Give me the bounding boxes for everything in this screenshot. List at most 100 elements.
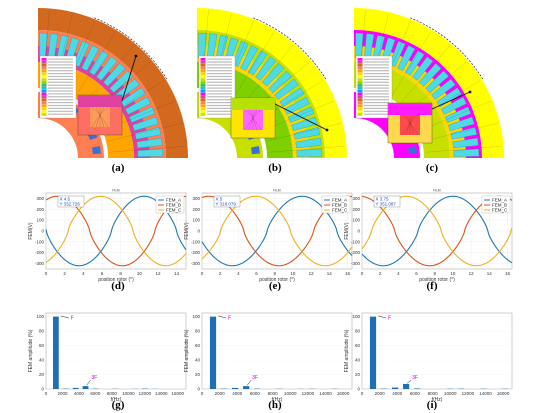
spectrum-bar	[82, 386, 89, 389]
annot-fundamental: F	[388, 316, 391, 322]
panel-label-f: (f)	[427, 280, 438, 292]
x-axis-title: position rotor (°)	[259, 277, 295, 283]
legend-swatch	[41, 107, 47, 110]
stator-slot	[274, 78, 299, 100]
stator-slot	[103, 63, 126, 87]
legend-swatch	[357, 78, 363, 81]
spectrum-bar	[243, 386, 250, 389]
annot-fundamental: F	[228, 316, 231, 322]
flux-line	[268, 146, 345, 153]
y-tick-label: 200	[352, 207, 360, 212]
y-tick-label: 80	[39, 329, 45, 334]
legend-swatch	[357, 75, 363, 79]
legend-value-line	[48, 78, 73, 80]
stator-slot	[284, 96, 310, 115]
legend-value-line	[48, 99, 73, 101]
stator-slot	[412, 56, 434, 81]
plot-area	[45, 312, 187, 390]
x-tick-label: 2000	[375, 391, 386, 396]
x-tick-label: 6000	[410, 391, 421, 396]
motor-flux-plot-c	[354, 8, 504, 158]
x-tick-label: 0	[361, 391, 364, 396]
annot-third-harmonic: 3F	[252, 375, 258, 381]
legend-value-line	[207, 107, 232, 109]
x-tick-label: 10	[290, 271, 296, 276]
panel-label-a: (a)	[112, 162, 125, 174]
legend-swatch	[41, 95, 47, 99]
legend-label: FEM_A	[332, 198, 347, 203]
legend-value-line	[364, 110, 389, 112]
legend-value-line	[48, 81, 73, 83]
x-tick-label: 8000	[428, 391, 439, 396]
legend-value-line	[48, 107, 73, 109]
x-tick-label: 0	[45, 391, 48, 396]
legend-swatch	[41, 60, 47, 64]
legend-swatch	[200, 107, 206, 110]
y-tick-label: 300	[192, 196, 200, 201]
legend-value-line	[207, 64, 232, 66]
legend-swatch	[200, 104, 206, 108]
y-tick-label: 0	[41, 387, 44, 392]
zoom-arrow-head	[325, 128, 329, 132]
x-tick-label: 2	[219, 271, 222, 276]
spectrum-bar	[53, 316, 59, 389]
legend-swatch	[357, 98, 363, 102]
legend-swatch	[200, 98, 206, 102]
legend-swatch	[200, 110, 206, 113]
x-tick-label: 8000	[268, 391, 279, 396]
flux-ring	[197, 8, 347, 158]
stator-slot	[291, 116, 318, 131]
legend-value-line	[364, 113, 389, 115]
y-axis-title: FEM(V)	[184, 222, 190, 240]
annot-arrow	[406, 380, 412, 384]
flux-line	[266, 123, 341, 142]
stator-slot	[134, 127, 161, 140]
y-axis-title: FEM(V)	[28, 222, 34, 240]
stator-slot	[436, 87, 462, 108]
plot-area	[201, 312, 353, 390]
spectrum-bar	[403, 383, 410, 389]
y-axis-title: FEM amplitude (%)	[28, 329, 34, 372]
stator-slot	[125, 96, 151, 115]
legend-label: FEM_B	[492, 203, 507, 208]
rotor-magnet	[251, 146, 260, 155]
legend-value-line	[48, 102, 73, 104]
y-tick-label: 0	[197, 387, 200, 392]
datatip-y: Y 351.087	[376, 202, 397, 207]
x-tick-label: 6	[415, 271, 418, 276]
panel-label-i: (i)	[427, 399, 438, 411]
inset-flux-line	[401, 114, 419, 136]
flux-line	[243, 45, 294, 104]
stator-slot	[419, 63, 442, 87]
legend-swatch	[357, 84, 363, 87]
legend-swatch	[357, 58, 363, 61]
stator-slot	[247, 50, 268, 76]
legend-swatch	[41, 69, 47, 73]
fem-line-chart-e: -300 -200 -100 0 100 200 300 0 2 4 6 8 10 12 14 16 posit…	[184, 189, 353, 283]
legend-swatch	[357, 72, 363, 76]
legend-value-line	[207, 113, 232, 115]
stator-slot	[452, 137, 479, 149]
legend-value-line	[207, 104, 232, 107]
annot-arrow	[218, 315, 227, 319]
x-tick-label: 16	[505, 271, 511, 276]
stator-slot	[425, 70, 449, 93]
datatip-box	[57, 195, 85, 208]
y-tick-label: -300	[351, 261, 361, 266]
legend-value-line	[48, 75, 73, 78]
stator-slot	[288, 106, 315, 123]
legend-swatch	[357, 63, 363, 67]
stator-slot	[81, 45, 100, 71]
y-tick-label: 300	[352, 196, 360, 201]
legend-swatch	[41, 89, 47, 93]
x-tick-label: 12000	[139, 391, 152, 396]
stator-slot	[296, 148, 323, 157]
zoom-inset	[387, 102, 433, 144]
legend-value-line	[207, 90, 232, 92]
x-tick-label: 6	[101, 271, 104, 276]
y-tick-label: -100	[191, 239, 201, 244]
legend-value-line	[207, 73, 232, 75]
stator-slot	[96, 56, 118, 81]
panel-label-d: (d)	[111, 280, 125, 292]
